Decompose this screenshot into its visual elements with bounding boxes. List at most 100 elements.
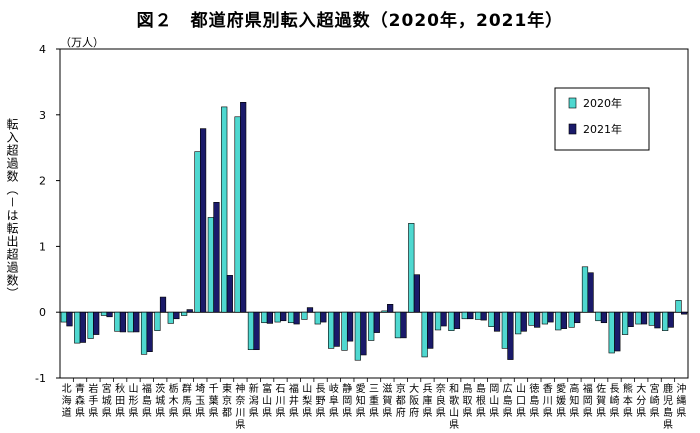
category-label: 青森県 xyxy=(75,382,85,419)
bar-2020 xyxy=(408,223,415,313)
bar-2021 xyxy=(453,311,461,329)
bar-2020 xyxy=(140,311,148,355)
bar-2021 xyxy=(106,311,113,318)
category-label: 福岡県 xyxy=(583,382,593,419)
plot-frame xyxy=(59,48,689,379)
bar-2021 xyxy=(226,275,233,313)
bar-2020 xyxy=(341,311,348,351)
category-label: 栃木県 xyxy=(169,382,179,419)
bar-2020 xyxy=(114,311,121,332)
bar-2020 xyxy=(234,116,241,313)
category-label: 千葉県 xyxy=(209,383,219,419)
bar-2021 xyxy=(186,309,193,313)
category-label: 長野県 xyxy=(316,383,326,419)
bar-2020 xyxy=(127,311,134,333)
bar-2020 xyxy=(515,311,522,335)
bar-2021 xyxy=(66,311,73,327)
bar-2020 xyxy=(448,311,455,331)
category-label: 福島県 xyxy=(142,382,152,419)
y-tick-label: 0 xyxy=(39,306,46,319)
bar-2020 xyxy=(221,106,228,313)
bar-2021 xyxy=(467,311,474,320)
bar-2020 xyxy=(675,300,682,313)
bar-2020 xyxy=(167,311,174,324)
category-label: 富山県 xyxy=(262,382,272,419)
category-label: 熊本県 xyxy=(623,382,633,419)
bar-2021 xyxy=(119,311,127,333)
bar-2021 xyxy=(507,311,514,360)
bar-2020 xyxy=(501,311,508,349)
bar-2020 xyxy=(261,311,268,324)
category-label: 佐賀県 xyxy=(596,383,606,419)
bar-2021 xyxy=(480,311,487,321)
category-label: 山口県 xyxy=(516,383,526,419)
category-label: 新潟県 xyxy=(249,382,259,419)
bar-2020 xyxy=(434,311,442,331)
bar-2021 xyxy=(534,311,541,328)
category-label: 三重県 xyxy=(369,384,379,419)
bar-2021 xyxy=(346,311,354,342)
bar-2021 xyxy=(146,311,153,352)
bar-2020 xyxy=(181,311,188,316)
bar-2020 xyxy=(60,311,67,323)
unit-label: （万人） xyxy=(60,36,104,49)
bar-2021 xyxy=(306,307,314,313)
bar-2021 xyxy=(520,311,527,332)
category-label: 山梨県 xyxy=(302,383,312,419)
category-label: 大分県 xyxy=(636,382,646,419)
bar-2021 xyxy=(654,311,661,329)
bar-2020 xyxy=(274,311,281,323)
bar-2021 xyxy=(400,311,407,339)
category-label: 京都府 xyxy=(396,382,406,419)
bar-2020 xyxy=(328,311,335,349)
bar-2021 xyxy=(293,311,300,325)
bar-2021 xyxy=(213,202,220,313)
category-label: 茨城県 xyxy=(155,382,165,419)
chart-title: 図２ 都道府県別転入超過数（2020年，2021年） xyxy=(136,11,564,31)
category-label: 香川県 xyxy=(543,383,553,419)
bar-2020 xyxy=(154,311,161,331)
y-tick-label: 4 xyxy=(39,43,46,56)
bar-2020 xyxy=(354,311,361,361)
bar-2021 xyxy=(640,311,648,325)
bar-2021 xyxy=(627,311,634,327)
category-label: 鹿児島県 xyxy=(663,382,673,431)
bar-2020 xyxy=(488,311,495,327)
bar-2020 xyxy=(595,311,602,322)
bar-2021 xyxy=(240,101,247,313)
bar-2020 xyxy=(74,311,81,344)
bar-2020 xyxy=(568,311,575,328)
category-label: 島根県 xyxy=(476,382,486,419)
legend-label: 2020年 xyxy=(583,96,622,110)
category-label: 岡山県 xyxy=(489,383,499,419)
category-label: 奈良県 xyxy=(436,382,446,419)
category-label: 長崎県 xyxy=(610,383,620,419)
bar-2020 xyxy=(662,311,669,331)
bar-2020 xyxy=(394,311,402,339)
bar-2020 xyxy=(247,311,255,351)
category-label: 福井県 xyxy=(289,382,299,419)
bar-2021 xyxy=(133,311,140,333)
category-label: 広島県 xyxy=(503,382,513,419)
bar-2021 xyxy=(360,311,367,356)
bar-2020 xyxy=(87,311,94,339)
category-label: 群馬県 xyxy=(182,382,192,419)
bar-2020 xyxy=(368,311,375,341)
y-tick-label: 1 xyxy=(39,240,46,253)
category-label: 高知県 xyxy=(569,382,579,419)
bar-2020 xyxy=(608,311,615,354)
category-label: 岩手県 xyxy=(88,382,98,419)
bar-2021 xyxy=(614,311,621,352)
category-label: 滋賀県 xyxy=(382,382,392,419)
bar-2021 xyxy=(333,311,340,347)
bar-2020 xyxy=(194,151,201,313)
bar-2021 xyxy=(560,311,567,329)
legend-label: 2021年 xyxy=(583,122,622,136)
category-label: 鳥取県 xyxy=(463,382,473,419)
bar-2020 xyxy=(474,311,482,320)
bar-2020 xyxy=(621,311,629,335)
bar-2020 xyxy=(635,311,642,325)
category-label: 兵庫県 xyxy=(422,382,432,419)
bar-2020 xyxy=(207,217,214,313)
